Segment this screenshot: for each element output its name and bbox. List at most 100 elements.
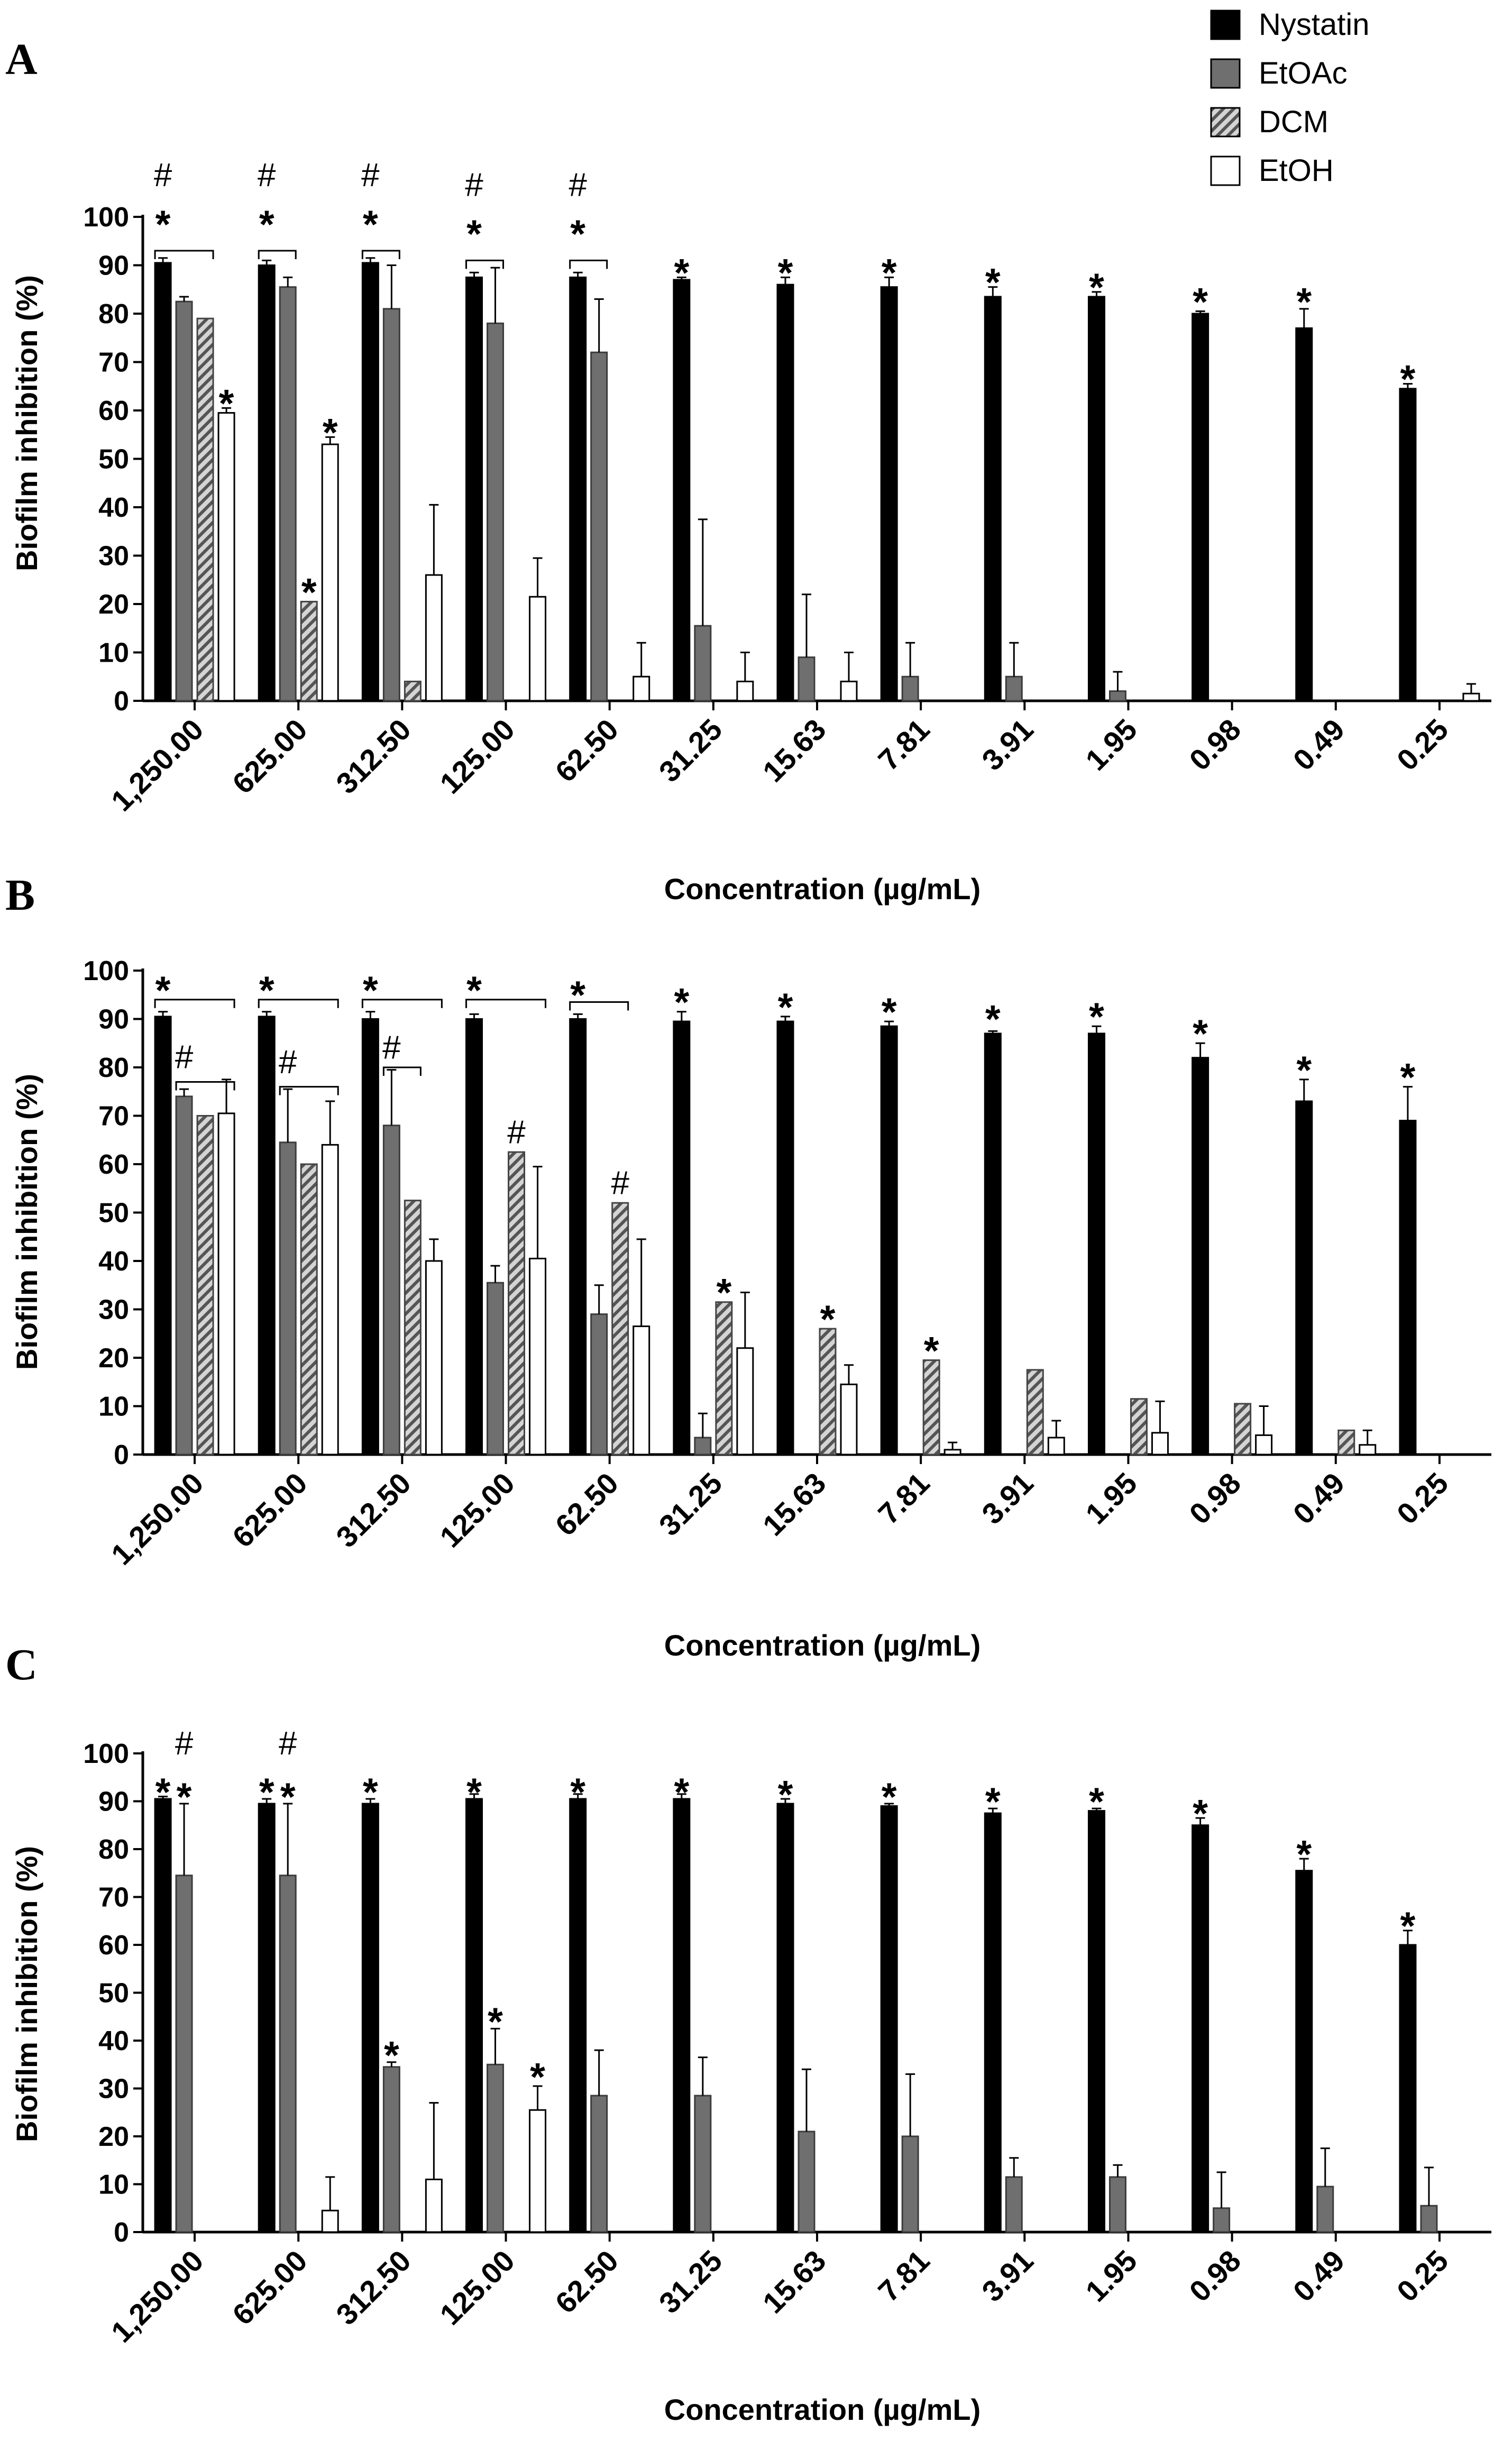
significance-bracket (465, 259, 505, 269)
x-tick-label: 31.25 (653, 1466, 729, 1542)
x-tick-label: 125.00 (433, 1466, 521, 1554)
x-axis-title-c: Concentration (µg/mL) (664, 2393, 980, 2426)
bar-etoac-1-250-00 (175, 300, 193, 702)
y-tick-label: 30 (98, 1295, 129, 1325)
significance-star: * (363, 968, 378, 1012)
bar-etoac-7-81 (901, 2135, 919, 2233)
x-tick-label: 3.91 (975, 712, 1040, 777)
y-tick-label: 80 (98, 299, 129, 330)
bar-dcm-0-98 (1234, 1403, 1252, 1456)
bar-nystatin-62-50 (569, 276, 587, 702)
x-tick-label: 15.63 (756, 712, 832, 789)
x-tick-label: 1,250.00 (105, 1466, 210, 1571)
bar-etoac-312-50 (382, 308, 400, 702)
bar-etoh-125-00 (529, 596, 547, 702)
significance-star: * (1400, 1055, 1416, 1099)
bar-nystatin-625-00 (258, 1016, 276, 1456)
significance-star: * (1400, 1904, 1416, 1948)
bar-nystatin-1-95 (1087, 1032, 1105, 1456)
significance-hash: # (175, 1725, 194, 1762)
bar-nystatin-312-50 (361, 262, 379, 702)
bar-nystatin-0-25 (1399, 1944, 1417, 2233)
bar-nystatin-15-63 (776, 284, 794, 702)
y-tick-label: 0 (114, 2217, 129, 2248)
bar-etoac-1-95 (1108, 690, 1126, 702)
significance-bracket (154, 250, 214, 260)
bar-nystatin-7-81 (880, 1805, 898, 2233)
bar-nystatin-3-91 (984, 296, 1002, 702)
bar-nystatin-625-00 (258, 264, 276, 702)
y-axis-title-b: Biofilm inhibition (%) (10, 1074, 43, 1370)
bar-dcm-62-50 (611, 1202, 629, 1456)
significance-bracket (569, 259, 608, 269)
bar-nystatin-0-25 (1399, 388, 1417, 702)
y-tick-label: 20 (98, 2122, 129, 2152)
significance-star: * (820, 1297, 836, 1341)
bar-etoac-312-50 (382, 2066, 400, 2233)
y-tick-label: 70 (98, 1101, 129, 1132)
significance-hash: # (465, 167, 483, 204)
bar-nystatin-31-25 (673, 1020, 691, 1456)
bar-etoac-62-50 (590, 1313, 608, 1456)
bar-etoh-125-00 (529, 2109, 547, 2233)
x-tick-label: 312.50 (329, 712, 417, 800)
bar-nystatin-62-50 (569, 1018, 587, 1456)
x-tick-label: 1,250.00 (105, 2244, 210, 2349)
bar-nystatin-125-00 (465, 276, 483, 702)
bar-dcm-15-63 (819, 1328, 837, 1456)
bar-etoh-31-25 (736, 1347, 754, 1456)
significance-bracket (361, 250, 400, 260)
y-tick-label: 10 (98, 2170, 129, 2200)
significance-hash: # (507, 1114, 526, 1151)
bar-nystatin-125-00 (465, 1018, 483, 1456)
bar-etoac-3-91 (1005, 2176, 1023, 2233)
significance-star: * (882, 990, 897, 1034)
bar-etoh-0-25 (1462, 692, 1480, 702)
bar-nystatin-125-00 (465, 1798, 483, 2233)
bar-nystatin-0-98 (1192, 1824, 1209, 2233)
bar-nystatin-1-95 (1087, 296, 1105, 702)
y-tick-label: 0 (114, 686, 129, 717)
significance-star: * (363, 1770, 378, 1814)
panel-label-c: C (5, 1640, 38, 1689)
significance-star: * (570, 973, 585, 1017)
bar-etoac-125-00 (487, 322, 505, 702)
bar-nystatin-0-49 (1295, 1100, 1313, 1456)
bar-nystatin-31-25 (673, 1798, 691, 2233)
bar-etoh-312-50 (425, 2178, 443, 2233)
bar-etoac-0-49 (1316, 2186, 1334, 2233)
panel-label-b: B (5, 871, 35, 920)
bar-etoh-15-63 (840, 1383, 858, 1456)
significance-star: * (1296, 280, 1312, 324)
significance-star: * (1400, 357, 1416, 401)
significance-star: * (882, 1775, 897, 1818)
y-tick-label: 90 (98, 1004, 129, 1035)
y-tick-label: 100 (83, 202, 129, 233)
x-tick-label: 62.50 (549, 1466, 625, 1542)
y-tick-label: 90 (98, 1787, 129, 1817)
bar-etoac-625-00 (279, 1875, 297, 2233)
x-tick-label: 62.50 (549, 712, 625, 789)
bar-etoac-125-00 (487, 2063, 505, 2233)
significance-bracket (258, 999, 339, 1008)
x-tick-label: 125.00 (433, 2244, 521, 2332)
bar-etoh-312-50 (425, 1260, 443, 1456)
significance-star: * (259, 968, 274, 1012)
significance-hash: # (279, 1044, 297, 1081)
bar-dcm-125-00 (508, 1151, 526, 1456)
bar-etoac-625-00 (279, 286, 297, 702)
bar-nystatin-0-25 (1399, 1120, 1417, 1456)
bar-etoh-31-25 (736, 680, 754, 702)
bar-etoac-31-25 (694, 2095, 712, 2233)
x-tick-label: 0.49 (1287, 712, 1351, 777)
significance-star: * (384, 2033, 399, 2077)
bar-nystatin-62-50 (569, 1798, 587, 2233)
significance-star: * (280, 1775, 296, 1818)
x-tick-label: 7.81 (872, 2244, 936, 2308)
y-tick-label: 50 (98, 444, 129, 475)
significance-star: * (778, 1772, 793, 1816)
bar-dcm-3-91 (1026, 1369, 1044, 1456)
legend-label-dcm: DCM (1259, 105, 1328, 139)
significance-star: * (155, 968, 171, 1012)
y-tick-label: 40 (98, 2026, 129, 2056)
